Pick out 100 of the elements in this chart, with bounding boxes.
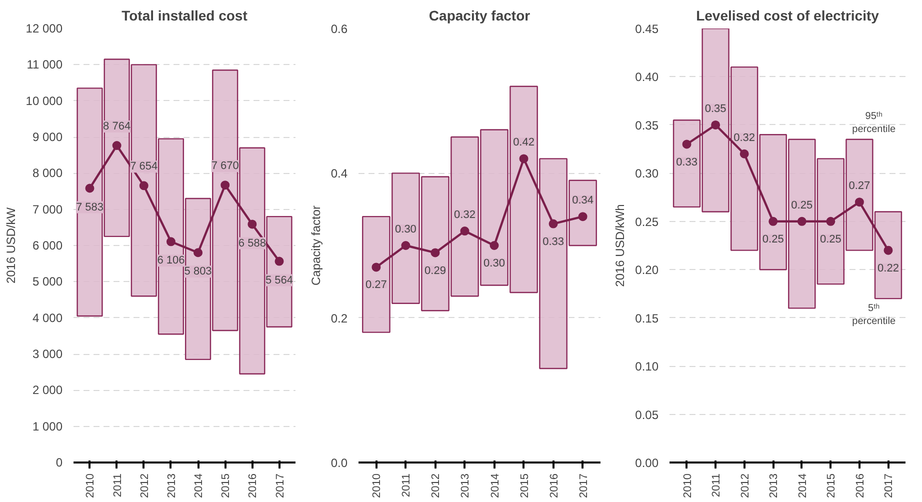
data-label: 5 803 — [184, 266, 212, 278]
data-label: 0.33 — [676, 156, 698, 168]
y-tick-label: 0.25 — [635, 214, 659, 229]
point — [274, 256, 284, 266]
point — [884, 246, 893, 255]
y-tick-label: 7 000 — [32, 202, 63, 216]
point — [826, 216, 836, 226]
data-label: 0.32 — [454, 209, 476, 222]
data-label: 8 764 — [103, 120, 131, 133]
y-tick-label: 9 000 — [32, 130, 63, 144]
y-tick-label: 0.20 — [635, 263, 659, 278]
point — [854, 198, 864, 207]
x-tick-label: 2011 — [112, 474, 124, 498]
point — [490, 241, 499, 250]
y-tick-label: 0.00 — [635, 456, 659, 470]
point — [248, 220, 257, 229]
data-label: 0.32 — [734, 132, 756, 144]
chart-title: Total installed cost — [122, 8, 248, 24]
annotation: 95ᵗʰ percentile — [852, 110, 896, 136]
y-tick-label: 0.10 — [635, 360, 659, 374]
y-tick-label: 4 000 — [32, 310, 63, 325]
x-tick-label: 2015 — [220, 473, 232, 498]
point — [578, 212, 588, 222]
data-label: 0.25 — [820, 233, 842, 246]
x-tick-label: 2012 — [739, 473, 752, 498]
point — [112, 141, 122, 150]
y-tick-label: 0.2 — [330, 311, 348, 326]
x-tick-label: 2010 — [371, 473, 384, 498]
y-tick-label: 1 000 — [32, 419, 63, 434]
data-label: 0.27 — [848, 180, 870, 192]
x-tick-label: 2017 — [578, 473, 590, 498]
data-label: 0.25 — [791, 199, 813, 212]
x-tick-label: 2013 — [768, 473, 780, 498]
data-label: 0.35 — [704, 102, 726, 115]
x-tick-label: 2014 — [489, 473, 502, 498]
point — [548, 219, 558, 228]
data-label: 0.33 — [542, 236, 564, 248]
y-tick-label: 8 000 — [32, 166, 63, 180]
x-tick-label: 2016 — [854, 473, 866, 498]
y-tick-label: 0.30 — [635, 166, 659, 181]
x-tick-label: 2012 — [430, 473, 442, 498]
data-label: 0.22 — [878, 262, 899, 274]
x-tick-label: 2017 — [274, 473, 286, 498]
data-label: 0.27 — [366, 279, 387, 292]
x-tick-label: 2015 — [518, 473, 531, 498]
y-tick-label: 0.15 — [635, 311, 659, 326]
y-tick-label: 5 000 — [32, 274, 63, 289]
y-tick-label: 11 000 — [26, 58, 63, 72]
x-tick-label: 2015 — [826, 473, 838, 498]
data-label: 0.42 — [513, 136, 534, 149]
point — [711, 120, 720, 130]
point — [220, 180, 230, 190]
x-tick-label: 2010 — [682, 473, 694, 498]
point — [460, 226, 470, 236]
x-tick-label: 2011 — [710, 474, 723, 498]
point — [682, 140, 692, 149]
point — [194, 248, 203, 258]
data-label: 0.34 — [572, 194, 594, 207]
data-label: 6 106 — [157, 254, 185, 267]
y-tick-label: 2 000 — [32, 383, 63, 398]
x-tick-label: 2012 — [138, 473, 151, 498]
x-tick-label: 2017 — [883, 473, 896, 498]
point — [740, 149, 749, 158]
x-tick-label: 2010 — [84, 473, 97, 498]
y-axis-title: Capacity factor — [308, 205, 323, 286]
x-tick-label: 2014 — [193, 473, 206, 498]
point — [401, 241, 410, 250]
x-tick-label: 2016 — [548, 473, 560, 498]
data-label: 7 583 — [76, 201, 104, 214]
y-tick-label: 0.05 — [635, 408, 659, 422]
data-label: 5 564 — [265, 274, 294, 286]
x-tick-label: 2016 — [247, 473, 260, 498]
y-tick-label: 6 000 — [32, 238, 63, 252]
y-tick-label: 12 000 — [26, 22, 63, 36]
data-label: 7 654 — [130, 160, 158, 173]
y-tick-label: 0.6 — [330, 22, 348, 36]
point — [372, 262, 381, 272]
y-tick-label: 0.40 — [635, 70, 659, 84]
y-tick-label: 0 — [56, 456, 63, 470]
data-label: 0.25 — [762, 233, 784, 246]
data-label: 0.30 — [484, 258, 505, 270]
data-label: 0.29 — [424, 264, 446, 277]
x-tick-label: 2013 — [460, 473, 472, 498]
point — [768, 216, 778, 226]
data-label: 0.30 — [395, 223, 416, 236]
x-tick-label: 2014 — [796, 473, 809, 498]
point — [797, 216, 806, 226]
point — [166, 237, 176, 246]
annotation: 5ᵗʰ percentile — [852, 302, 896, 328]
point — [85, 184, 94, 193]
y-tick-label: 0.4 — [330, 166, 348, 181]
x-tick-label: 2011 — [400, 474, 413, 498]
chart-title: Capacity factor — [428, 8, 531, 24]
point — [430, 248, 440, 258]
y-tick-label: 10 000 — [26, 94, 63, 108]
point — [139, 181, 148, 190]
data-label: 6 588 — [238, 237, 266, 250]
y-tick-label: 0.0 — [330, 456, 348, 470]
data-label: 7 670 — [211, 160, 239, 172]
y-axis-title: 2016 USD/kW — [4, 206, 18, 284]
